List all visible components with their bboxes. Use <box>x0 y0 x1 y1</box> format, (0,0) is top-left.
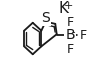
Text: S: S <box>41 11 50 25</box>
Text: -: - <box>71 27 75 37</box>
Text: B: B <box>66 28 75 42</box>
Text: K: K <box>58 1 68 16</box>
Text: F: F <box>67 43 74 56</box>
Text: +: + <box>64 1 73 11</box>
Text: F: F <box>80 29 87 42</box>
Text: F: F <box>67 16 74 29</box>
